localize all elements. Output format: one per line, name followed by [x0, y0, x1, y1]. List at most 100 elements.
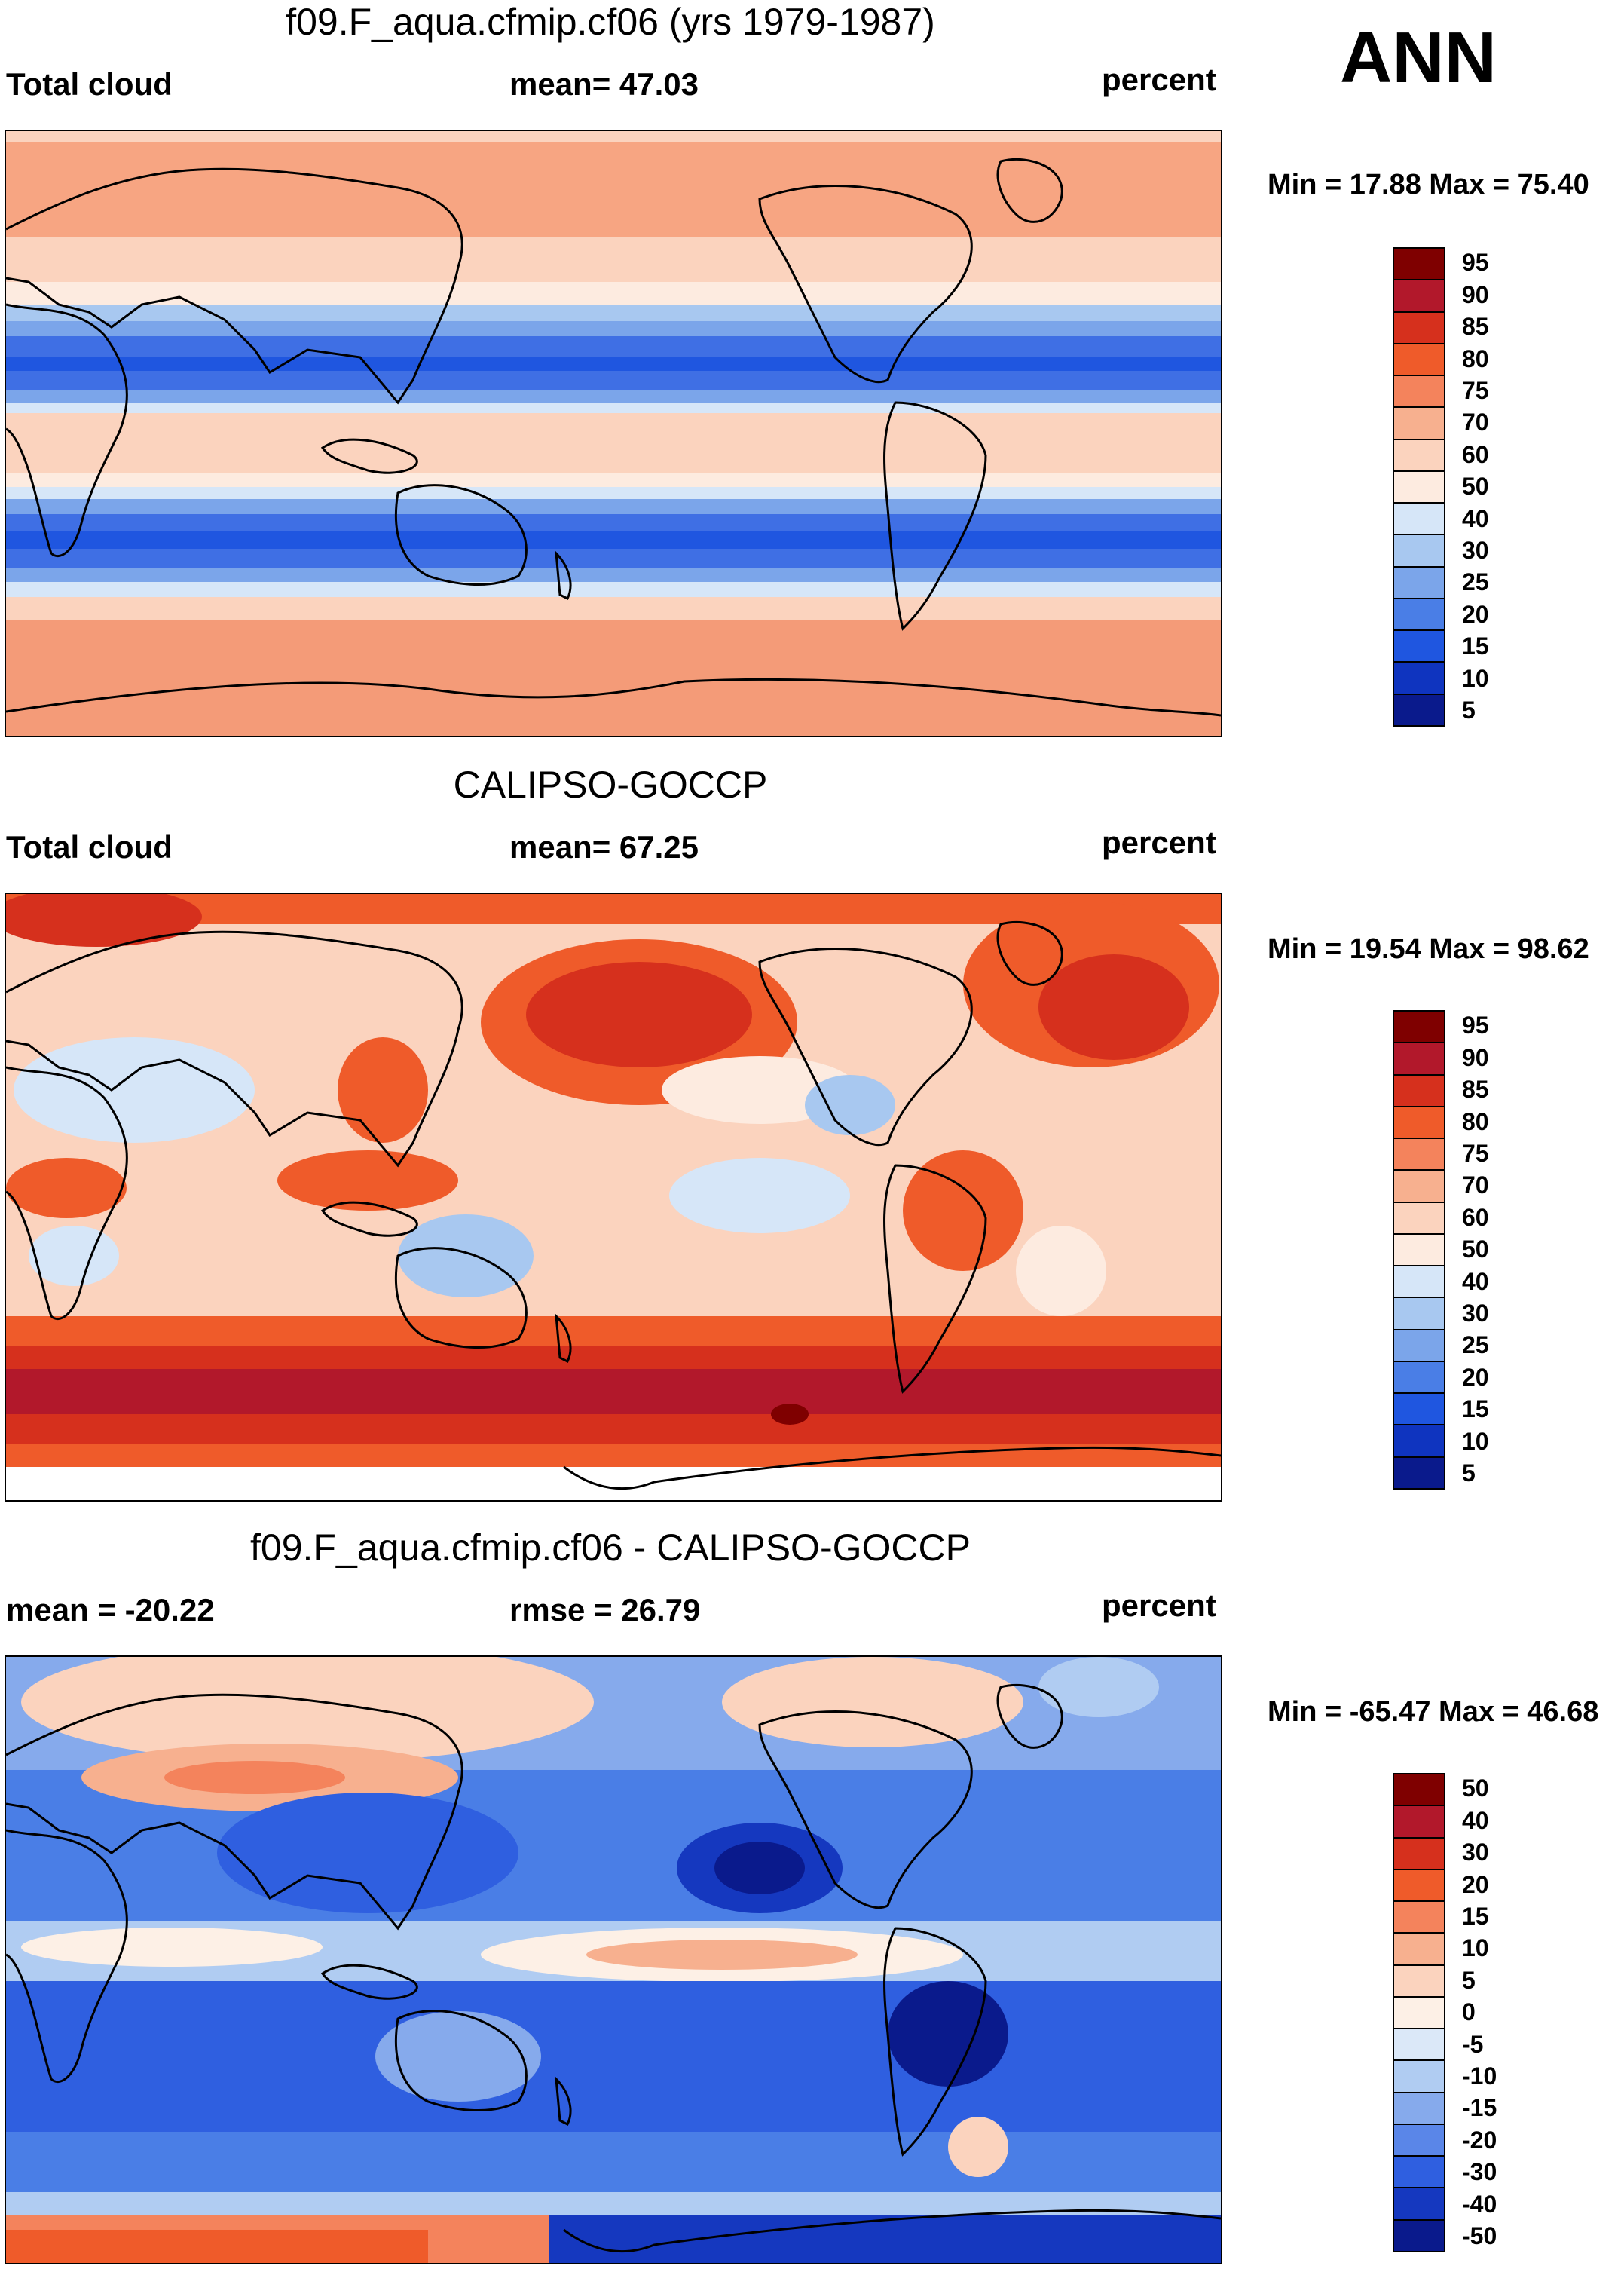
colorbar-1-segment [1394, 439, 1444, 472]
panel-2-map-svg [6, 894, 1221, 1500]
p2-coastlines [6, 920, 1221, 1490]
p2-field [6, 894, 202, 947]
panel-2-right-label: percent [1102, 825, 1216, 860]
colorbar-tick-label: -15 [1462, 2094, 1497, 2122]
colorbar-tick-label: -10 [1462, 2062, 1497, 2090]
colorbar-3-segment [1394, 2093, 1444, 2125]
p1-band [6, 620, 1221, 736]
colorbar-1-segment [1394, 567, 1444, 599]
p2-coast-north-america [758, 948, 973, 1147]
p3-field [586, 1940, 858, 1970]
p3-field [6, 2132, 1221, 2192]
panel-3-minmax: Min = -65.47 Max = 46.68 [1268, 1696, 1599, 1728]
panel-2-center-label: mean= 67.25 [509, 829, 699, 865]
p3-field [164, 1761, 345, 1794]
colorbar-2-segment [1394, 1139, 1444, 1171]
p2-field [6, 1467, 1221, 1500]
p2-coast-maritime [320, 1201, 418, 1237]
colorbar-2-segment [1394, 1457, 1444, 1488]
p2-field [338, 1037, 428, 1143]
p3-field [375, 2011, 541, 2102]
panel-1-right-label: percent [1102, 62, 1216, 97]
p1-band [6, 403, 1221, 413]
p2-coast-eurasia [6, 930, 463, 1168]
colorbar-3-segment [1394, 1997, 1444, 2030]
p3-field [1038, 1657, 1159, 1717]
p1-coast-north-america [758, 185, 973, 384]
p2-field [526, 962, 752, 1067]
colorbar-3-segment [1394, 2188, 1444, 2221]
colorbar-2-segment [1394, 1043, 1444, 1076]
colorbar-tick-label: -30 [1462, 2158, 1497, 2186]
panel-3-map [5, 1655, 1222, 2264]
colorbar-1-segment [1394, 280, 1444, 313]
colorbar-tick-label: 20 [1462, 1870, 1489, 1898]
colorbar-3-segment [1394, 2124, 1444, 2157]
colorbar-2-segment [1394, 1012, 1444, 1044]
p1-coast-antarctica [6, 678, 1221, 717]
p1-coast-greenland [996, 158, 1063, 223]
p3-coast-africa [6, 1829, 128, 2084]
colorbar-tick-label: 70 [1462, 409, 1489, 436]
colorbar-tick-label: -40 [1462, 2190, 1497, 2218]
p3-coastlines [6, 1683, 1221, 2253]
colorbar-2-segment [1394, 1234, 1444, 1267]
colorbar-tick-label: 80 [1462, 344, 1489, 372]
p2-field [398, 1214, 534, 1297]
p2-field [771, 1404, 809, 1425]
p2-coast-antarctica [563, 1446, 1221, 1490]
colorbar-1-segment [1394, 694, 1444, 725]
p1-band [6, 237, 1221, 282]
panel-1-colorbar [1393, 247, 1445, 727]
colorbar-tick-label: 30 [1462, 1839, 1489, 1866]
colorbar-1-segment [1394, 535, 1444, 568]
colorbar-tick-label: 5 [1462, 1966, 1476, 1994]
p3-coast-nz [555, 2076, 572, 2127]
season-label: ANN [1340, 17, 1497, 98]
colorbar-tick-label: 90 [1462, 280, 1489, 308]
colorbar-tick-label: 30 [1462, 537, 1489, 564]
p1-band [6, 568, 1221, 582]
p1-band [6, 582, 1221, 597]
panel-2-map [5, 893, 1222, 1502]
colorbar-tick-label: 60 [1462, 1203, 1489, 1231]
colorbar-tick-label: 25 [1462, 1331, 1489, 1359]
p1-band [6, 499, 1221, 514]
p3-field [21, 1657, 594, 1762]
colorbar-1-segment [1394, 249, 1444, 281]
panel-3-center-label: rmse = 26.79 [509, 1592, 701, 1627]
colorbar-tick-label: 75 [1462, 1140, 1489, 1167]
colorbar-2-segment [1394, 1266, 1444, 1299]
p1-band [6, 305, 1221, 321]
p2-field [29, 1226, 119, 1286]
p2-coast-greenland [996, 920, 1063, 986]
p1-band [6, 487, 1221, 499]
p1-band [6, 282, 1221, 305]
colorbar-tick-label: 90 [1462, 1043, 1489, 1071]
p1-band [6, 357, 1221, 371]
panel-1-minmax: Min = 17.88 Max = 75.40 [1268, 169, 1589, 201]
p2-field [277, 1150, 458, 1211]
p3-field [217, 1793, 518, 1913]
p3-coast-eurasia [6, 1693, 463, 1931]
panel-1-title: f09.F_aqua.cfmip.cf06 (yrs 1979-1987) [286, 1, 935, 43]
colorbar-tick-label: 60 [1462, 440, 1489, 468]
p2-field [6, 1316, 1221, 1346]
panel-3-title: f09.F_aqua.cfmip.cf06 - CALIPSO-GOCCP [250, 1526, 971, 1569]
colorbar-tick-label: 5 [1462, 1459, 1476, 1487]
colorbar-tick-label: 40 [1462, 1806, 1489, 1834]
p1-band [6, 531, 1221, 549]
colorbar-tick-label: 30 [1462, 1300, 1489, 1327]
colorbar-1-segment [1394, 408, 1444, 440]
p3-coast-north-america [758, 1710, 973, 1909]
p3-coast-south-america [883, 1927, 987, 2157]
p3-field [722, 1657, 1023, 1747]
p2-field [6, 1158, 127, 1218]
panel-2-left-label: Total cloud [6, 829, 173, 865]
panel-1-center-label: mean= 47.03 [509, 66, 699, 102]
panel-1-colorbar-ticks: 95 90 85 80 75 70 60 50 40 30 25 20 15 10 5 [1462, 247, 1552, 727]
colorbar-1-segment [1394, 471, 1444, 504]
colorbar-tick-label: 95 [1462, 249, 1489, 277]
p1-coastlines [6, 158, 1221, 717]
colorbar-tick-label: 15 [1462, 1903, 1489, 1930]
